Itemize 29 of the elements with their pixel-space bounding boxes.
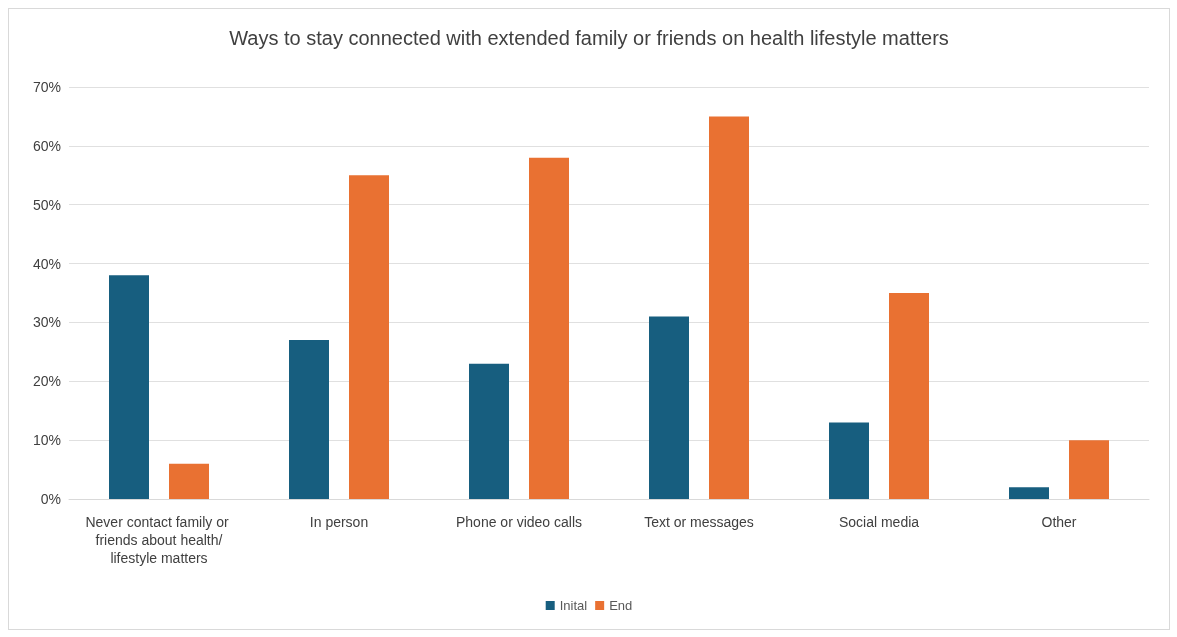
bar <box>1069 440 1109 499</box>
y-tick-label: 10% <box>32 432 61 449</box>
bar <box>289 340 329 499</box>
bar <box>529 157 569 499</box>
legend-label: End <box>609 598 633 613</box>
y-tick-label: 20% <box>32 373 61 390</box>
bar <box>829 422 869 499</box>
bar <box>109 275 149 499</box>
legend-label: Inital <box>559 598 588 613</box>
y-tick-label: 70% <box>32 79 61 95</box>
bar <box>649 316 689 499</box>
bar <box>349 175 389 499</box>
x-tick-label: Phone or video calls <box>455 514 583 530</box>
x-tick-label: In person <box>309 514 369 530</box>
bar <box>469 363 509 499</box>
y-tick-label: 60% <box>32 137 61 154</box>
y-tick-label: 40% <box>32 255 61 272</box>
x-tick-label: Social media <box>838 514 920 530</box>
x-tick-label: Text or messages <box>644 514 754 530</box>
chart-title: Ways to stay connected with extended family or friends on health lifestyle matters <box>229 27 949 49</box>
x-tick-label: Never contact family or friends about health/lifestyle matters <box>85 514 233 566</box>
bar <box>889 293 929 499</box>
y-tick-label: 0% <box>40 491 61 507</box>
bar <box>1009 487 1049 499</box>
x-tick-label: Other <box>1041 514 1077 530</box>
bar <box>709 116 749 499</box>
y-tick-label: 30% <box>32 314 61 331</box>
y-tick-label: 50% <box>32 196 61 213</box>
bar <box>169 463 209 499</box>
